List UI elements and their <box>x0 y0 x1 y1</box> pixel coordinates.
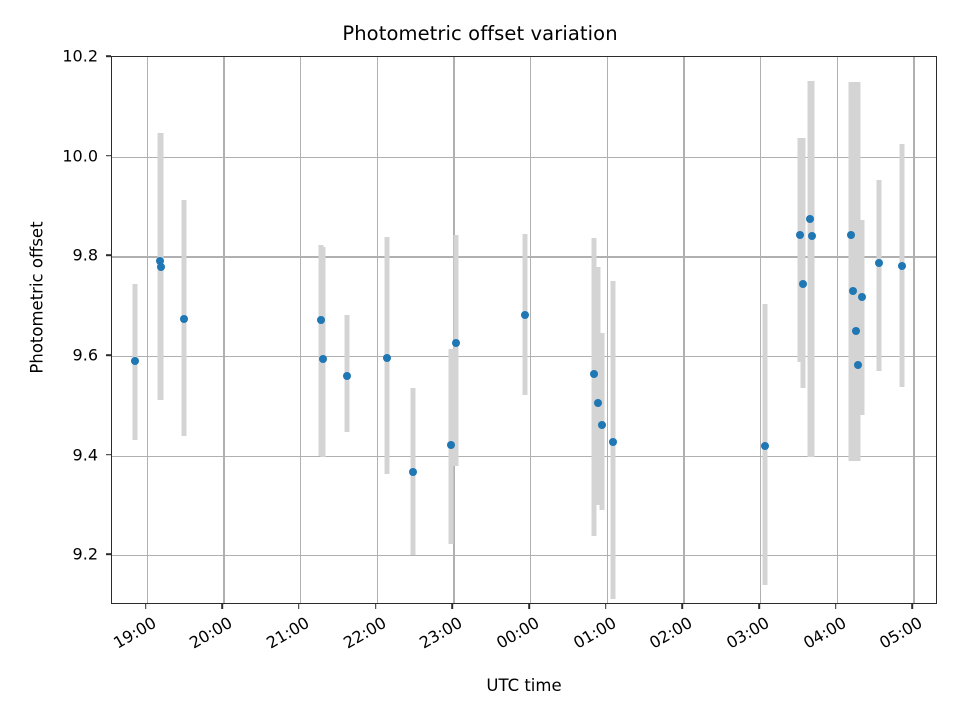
errorbar <box>453 234 459 466</box>
errorbar <box>850 81 856 461</box>
x-tick-label: 23:00 <box>416 613 466 653</box>
gridline-vertical <box>913 57 915 603</box>
gridline-vertical <box>606 57 608 603</box>
data-point <box>446 441 455 450</box>
data-point <box>805 214 814 223</box>
data-point <box>858 292 867 301</box>
errorbar <box>855 81 861 461</box>
gridline-vertical <box>299 57 302 603</box>
x-tick-mark <box>604 604 607 609</box>
gridline-vertical <box>223 57 225 603</box>
errorbar <box>797 137 803 362</box>
errorbar <box>591 238 597 537</box>
gridline-vertical <box>683 57 685 603</box>
y-tick-label: 9.8 <box>72 245 98 265</box>
x-tick-label: 00:00 <box>493 613 543 653</box>
y-tick-label: 9.6 <box>72 345 98 365</box>
y-tick-mark <box>106 354 111 356</box>
y-tick-label: 9.2 <box>72 544 98 564</box>
data-point <box>848 287 857 296</box>
y-tick-label: 10.0 <box>62 146 98 166</box>
gridline-horizontal <box>112 455 936 457</box>
data-point <box>851 326 860 335</box>
x-tick-label: 02:00 <box>646 613 696 653</box>
y-tick-label: 9.4 <box>72 445 98 465</box>
x-tick-mark <box>298 604 300 609</box>
y-axis-label: Photometric offset <box>27 221 47 374</box>
data-point <box>520 311 529 320</box>
errorbar <box>809 81 815 457</box>
y-tick-mark <box>106 55 111 57</box>
y-tick-mark <box>106 154 111 157</box>
x-tick-mark <box>758 604 760 609</box>
x-tick-mark <box>374 604 377 609</box>
y-tick-mark <box>106 453 111 456</box>
x-tick-label: 20:00 <box>186 613 236 653</box>
data-point <box>897 261 906 270</box>
data-point <box>343 371 352 380</box>
data-point <box>846 230 855 239</box>
x-tick-mark <box>911 604 914 609</box>
plot-area <box>111 56 937 604</box>
data-point <box>131 356 139 365</box>
data-point <box>590 370 599 379</box>
gridline-vertical <box>146 57 148 603</box>
data-point <box>598 421 607 430</box>
data-point <box>874 259 883 268</box>
gridline-horizontal <box>112 156 936 158</box>
gridline-vertical <box>760 57 762 603</box>
x-axis-label: UTC time <box>486 676 562 695</box>
chart-title: Photometric offset variation <box>342 22 618 45</box>
data-point <box>594 399 603 408</box>
data-point <box>318 354 327 363</box>
x-tick-mark <box>144 604 147 609</box>
x-tick-label: 22:00 <box>339 613 390 653</box>
data-point <box>155 257 164 266</box>
errorbar <box>320 247 326 457</box>
x-tick-mark <box>451 604 454 609</box>
data-point <box>409 468 418 477</box>
x-tick-label: 19:00 <box>109 613 159 653</box>
errorbar <box>800 137 806 388</box>
y-tick-mark <box>106 553 111 555</box>
x-tick-mark <box>528 604 530 609</box>
gridline-vertical <box>376 57 378 603</box>
errorbar <box>595 266 601 506</box>
data-point <box>795 230 804 239</box>
data-point <box>382 353 391 362</box>
y-tick-mark <box>106 254 111 257</box>
errorbar <box>876 180 882 371</box>
gridline-horizontal <box>112 555 936 557</box>
x-tick-label: 04:00 <box>799 613 850 653</box>
data-point <box>317 315 326 324</box>
data-point <box>180 315 189 324</box>
x-tick-label: 05:00 <box>876 613 926 653</box>
data-point <box>854 361 863 370</box>
x-tick-label: 03:00 <box>723 613 773 653</box>
gridline-vertical <box>836 57 839 603</box>
gridline-vertical <box>529 57 532 603</box>
data-point <box>799 279 808 288</box>
data-point <box>608 437 617 446</box>
x-tick-mark <box>834 604 837 609</box>
x-tick-label: 01:00 <box>569 613 620 653</box>
data-point <box>808 231 817 240</box>
y-tick-label: 10.2 <box>62 46 98 66</box>
errorbar <box>859 220 865 415</box>
x-tick-label: 21:00 <box>262 613 313 653</box>
data-point <box>451 339 460 348</box>
x-tick-mark <box>681 604 684 609</box>
data-point <box>761 441 770 450</box>
data-point <box>157 263 166 272</box>
x-tick-mark <box>221 604 223 609</box>
